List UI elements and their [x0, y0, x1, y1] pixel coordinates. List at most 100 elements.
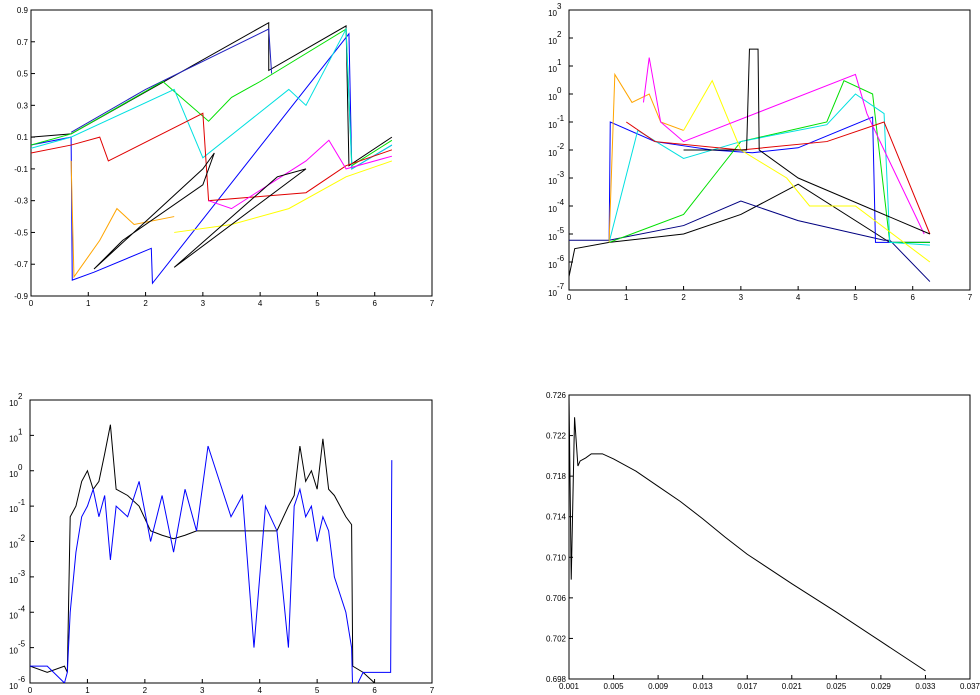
y-tick-label: 10 [9, 576, 18, 585]
series-line [174, 160, 393, 233]
y-tick-exponent: -4 [18, 604, 26, 613]
y-tick-label: 0.714 [546, 513, 567, 522]
y-tick-exponent: 0 [18, 463, 23, 472]
series-line [683, 79, 931, 263]
y-tick-label: 10 [9, 611, 18, 620]
x-tick-label: 3 [739, 293, 744, 302]
y-tick-label: 10 [9, 541, 18, 550]
x-tick-label: 7 [430, 686, 435, 695]
x-tick-label: 0.021 [782, 682, 803, 691]
x-tick-label: 5 [315, 299, 320, 308]
series-line [683, 48, 931, 235]
plot-area [31, 21, 393, 285]
x-tick-label: 4 [258, 299, 263, 308]
series-line [626, 121, 931, 235]
y-tick-label: 10 [9, 647, 18, 656]
series-line [30, 424, 376, 683]
y-tick-exponent: 2 [557, 30, 562, 39]
y-tick-label: 0.1 [17, 133, 29, 142]
x-tick-label: 6 [372, 299, 377, 308]
plot-area [569, 395, 926, 672]
series-line [208, 139, 393, 210]
y-tick-label: 10 [548, 233, 557, 242]
series-line [70, 28, 273, 133]
y-tick-label: 10 [548, 177, 557, 186]
series-line [31, 112, 393, 202]
y-tick-label: 0.7 [17, 38, 29, 47]
y-tick-label: 10 [548, 289, 557, 298]
x-tick-label: 0.001 [559, 682, 580, 691]
y-tick-label: 0.3 [17, 101, 29, 110]
y-tick-label: 0.5 [17, 70, 29, 79]
y-tick-label: -0.1 [14, 165, 28, 174]
y-tick-label: 10 [548, 205, 557, 214]
series-line [31, 28, 393, 167]
y-tick-exponent: 0 [557, 86, 562, 95]
series-line [31, 32, 393, 285]
x-tick-label: 6 [910, 293, 915, 302]
y-tick-label: 0.698 [546, 675, 567, 684]
y-tick-label: -0.9 [14, 292, 28, 301]
y-tick-label: 10 [9, 505, 18, 514]
y-tick-exponent: -7 [557, 282, 565, 291]
series-line [70, 160, 175, 279]
x-tick-label: 2 [681, 293, 686, 302]
y-tick-label: 0.702 [546, 634, 567, 643]
x-tick-label: 4 [257, 686, 262, 695]
x-tick-label: 1 [85, 686, 90, 695]
series-line [31, 27, 393, 170]
x-tick-label: 0.025 [826, 682, 847, 691]
y-tick-exponent: -1 [18, 498, 26, 507]
axes-frame [568, 9, 971, 291]
y-tick-label: 10 [548, 37, 557, 46]
y-tick-label: 10 [548, 261, 557, 270]
x-tick-label: 0.017 [737, 682, 758, 691]
x-tick-label: 5 [853, 293, 858, 302]
series-line [93, 152, 215, 270]
y-tick-exponent: -5 [18, 640, 26, 649]
series-line [608, 79, 930, 243]
x-tick-label: 0 [567, 293, 572, 302]
y-tick-label: 0.710 [546, 553, 567, 562]
y-tick-label: -0.5 [14, 228, 28, 237]
y-tick-label: 10 [548, 149, 557, 158]
x-tick-label: 0.005 [604, 682, 625, 691]
y-tick-label: -0.3 [14, 197, 28, 206]
y-tick-exponent: -3 [557, 170, 565, 179]
x-tick-label: 3 [201, 299, 206, 308]
x-tick-label: 4 [796, 293, 801, 302]
series-line [608, 116, 930, 243]
x-tick-label: 2 [143, 299, 148, 308]
y-tick-label: 10 [9, 399, 18, 408]
x-tick-label: 7 [968, 293, 973, 302]
y-tick-label: 0.718 [546, 472, 567, 481]
y-tick-exponent: -2 [18, 534, 26, 543]
y-tick-label: 10 [9, 470, 18, 479]
plot-area [569, 48, 931, 282]
x-tick-label: 1 [624, 293, 629, 302]
y-tick-label: 10 [9, 682, 18, 691]
y-tick-exponent: -3 [18, 569, 26, 578]
axes-frame [29, 399, 433, 684]
x-tick-label: 5 [315, 686, 320, 695]
x-tick-label: 0.009 [648, 682, 669, 691]
y-tick-label: 0.706 [546, 594, 567, 603]
y-tick-label: -0.7 [14, 260, 28, 269]
x-tick-label: 0 [29, 299, 34, 308]
axes-frame [568, 394, 971, 680]
series-line [608, 72, 684, 243]
y-tick-label: 0.726 [546, 391, 567, 400]
y-tick-exponent: -1 [557, 114, 565, 123]
y-tick-exponent: -6 [18, 675, 26, 684]
x-tick-label: 6 [372, 686, 377, 695]
x-tick-label: 2 [143, 686, 148, 695]
y-tick-exponent: -2 [557, 142, 565, 151]
series-line [569, 183, 930, 277]
series-line [642, 57, 925, 235]
y-tick-exponent: -4 [557, 198, 565, 207]
x-tick-label: 0.037 [960, 682, 980, 691]
plot-area [30, 424, 393, 683]
y-tick-label: 0.722 [546, 432, 567, 441]
y-tick-exponent: 1 [18, 427, 23, 436]
